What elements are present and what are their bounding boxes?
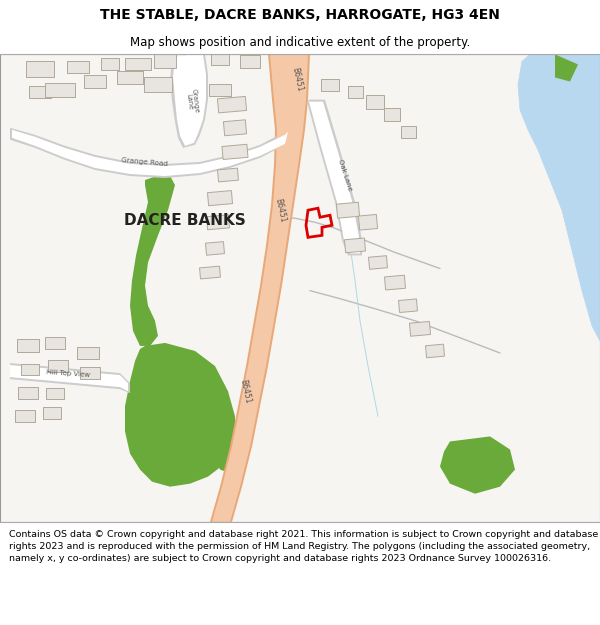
Polygon shape — [125, 343, 235, 487]
Bar — [222, 144, 248, 159]
Bar — [17, 339, 39, 352]
Bar — [80, 367, 100, 379]
Bar — [46, 388, 64, 399]
Bar — [77, 347, 99, 359]
Text: B6451: B6451 — [273, 198, 287, 223]
Bar — [144, 78, 172, 92]
Bar — [125, 58, 151, 71]
Polygon shape — [170, 54, 208, 148]
Bar — [240, 55, 260, 68]
Bar — [43, 408, 61, 419]
Bar — [409, 321, 431, 336]
Bar — [18, 387, 38, 399]
Bar — [45, 82, 75, 97]
Bar — [425, 344, 445, 357]
Polygon shape — [10, 363, 130, 393]
Bar — [208, 191, 233, 206]
Bar — [347, 86, 362, 98]
Text: Contains OS data © Crown copyright and database right 2021. This information is : Contains OS data © Crown copyright and d… — [9, 530, 598, 562]
Bar — [337, 202, 359, 218]
Polygon shape — [555, 54, 578, 81]
Text: Grange
Lane: Grange Lane — [185, 89, 199, 114]
Bar — [385, 275, 406, 290]
Polygon shape — [309, 102, 360, 254]
Text: DACRE BANKS: DACRE BANKS — [124, 213, 246, 228]
Bar — [211, 53, 229, 66]
Polygon shape — [173, 54, 206, 146]
Polygon shape — [10, 365, 128, 391]
Polygon shape — [518, 54, 600, 341]
Polygon shape — [140, 409, 215, 479]
Bar — [117, 71, 143, 84]
Bar — [321, 79, 339, 91]
Bar — [84, 76, 106, 88]
Bar — [401, 126, 415, 138]
Polygon shape — [210, 54, 310, 522]
Bar — [218, 168, 238, 182]
Text: B6451: B6451 — [290, 67, 304, 92]
Polygon shape — [307, 99, 362, 256]
Text: Oak Lane: Oak Lane — [337, 159, 353, 192]
Bar — [26, 61, 54, 78]
Bar — [206, 242, 224, 255]
Bar — [15, 410, 35, 422]
Bar — [398, 299, 418, 312]
Text: B6451: B6451 — [238, 378, 252, 404]
Bar — [67, 61, 89, 74]
Polygon shape — [10, 127, 288, 178]
Bar — [368, 256, 388, 269]
Bar — [209, 84, 231, 96]
Bar — [344, 238, 365, 252]
Bar — [101, 58, 119, 71]
Bar — [200, 266, 220, 279]
Bar — [384, 108, 400, 121]
Polygon shape — [12, 130, 288, 176]
Text: Hill Top View: Hill Top View — [46, 369, 90, 378]
Polygon shape — [212, 54, 308, 522]
Text: Map shows position and indicative extent of the property.: Map shows position and indicative extent… — [130, 36, 470, 49]
Bar — [366, 94, 384, 109]
Polygon shape — [0, 54, 600, 522]
Polygon shape — [215, 439, 248, 474]
Bar — [45, 337, 65, 349]
Polygon shape — [130, 172, 175, 346]
Text: Grange Road: Grange Road — [121, 157, 169, 167]
Bar — [29, 86, 51, 98]
Bar — [223, 120, 247, 136]
Text: THE STABLE, DACRE BANKS, HARROGATE, HG3 4EN: THE STABLE, DACRE BANKS, HARROGATE, HG3 … — [100, 8, 500, 22]
Bar — [217, 96, 247, 113]
Polygon shape — [440, 436, 515, 494]
Bar — [206, 215, 230, 230]
Bar — [154, 54, 176, 69]
Bar — [358, 214, 377, 230]
Bar — [21, 364, 39, 374]
Bar — [48, 360, 68, 372]
